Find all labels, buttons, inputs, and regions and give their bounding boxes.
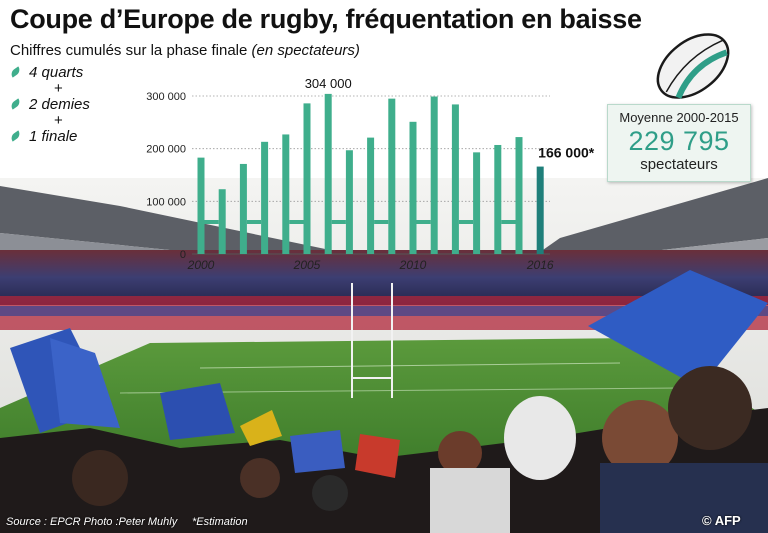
y-tick-label: 200 000: [146, 144, 186, 156]
page-title: Coupe d’Europe de rugby, fréquentation e…: [10, 4, 642, 34]
bar-link: [246, 220, 262, 224]
average-unit: spectateurs: [640, 156, 718, 173]
bar: [515, 137, 523, 254]
bar: [451, 104, 459, 254]
average-box: Moyenne 2000-2015 229 795 spectateurs: [607, 104, 751, 182]
bar: [218, 189, 226, 254]
bar-link: [458, 220, 474, 224]
bar-link: [331, 220, 346, 224]
stadium-photo: [0, 178, 768, 533]
bar-link: [501, 220, 516, 224]
bar: [536, 166, 544, 254]
attendance-bar-chart: 0 100 000 200 000 300 000 2000 2005 2010 2016 30…: [146, 76, 595, 272]
legend-item-final: 1 finale: [9, 127, 130, 145]
bar: [261, 141, 269, 254]
bar-link: [204, 220, 219, 224]
bar-link: [289, 220, 304, 224]
bar: [282, 134, 290, 254]
x-tick-label: 2000: [187, 258, 215, 272]
stage-legend: 4 quarts + 2 demies + 1 finale: [9, 63, 130, 145]
bar: [303, 103, 311, 254]
x-tick-label: 2005: [293, 258, 321, 272]
y-tick-label: 300 000: [146, 91, 186, 103]
legend-label: 4 quarts: [29, 63, 84, 81]
bar: [345, 150, 353, 254]
data-label: 166 000*: [538, 145, 595, 161]
bar: [388, 98, 396, 254]
data-label: 304 000: [305, 76, 352, 91]
legend-separator: +: [54, 79, 63, 97]
legend-separator: +: [54, 111, 63, 129]
bar: [197, 157, 205, 254]
legend-label: 1 finale: [29, 127, 78, 145]
y-tick-label: 0: [180, 249, 186, 261]
legend-label: 2 demies: [29, 95, 90, 113]
bar: [430, 96, 438, 254]
x-tick-label: 2016: [526, 258, 554, 272]
rugby-ball-icon: [656, 33, 730, 99]
subtitle-unit: (en spectateurs): [251, 42, 360, 59]
chart-subtitle: Chiffres cumulés sur la phase finale (en…: [10, 42, 360, 59]
bar-link: [374, 220, 389, 224]
legend-item-quarters: 4 quarts: [9, 63, 130, 81]
bar: [409, 121, 417, 254]
x-tick-label: 2010: [399, 258, 427, 272]
subtitle-text: Chiffres cumulés sur la phase finale: [10, 42, 248, 59]
bar: [494, 144, 502, 254]
average-value: 229 795: [628, 126, 730, 156]
y-tick-label: 100 000: [146, 196, 186, 208]
bar: [239, 163, 247, 254]
average-label: Moyenne 2000-2015: [619, 110, 739, 125]
bar-link: [416, 220, 431, 224]
afp-credit: © AFP: [702, 513, 741, 528]
bar: [473, 152, 481, 254]
bar: [324, 93, 332, 254]
legend-item-semis: 2 demies: [9, 95, 130, 113]
bar: [367, 137, 375, 254]
source-credit: Source : EPCR Photo :Peter Muhly: [6, 516, 178, 528]
estimate-note: *Estimation: [192, 516, 248, 528]
